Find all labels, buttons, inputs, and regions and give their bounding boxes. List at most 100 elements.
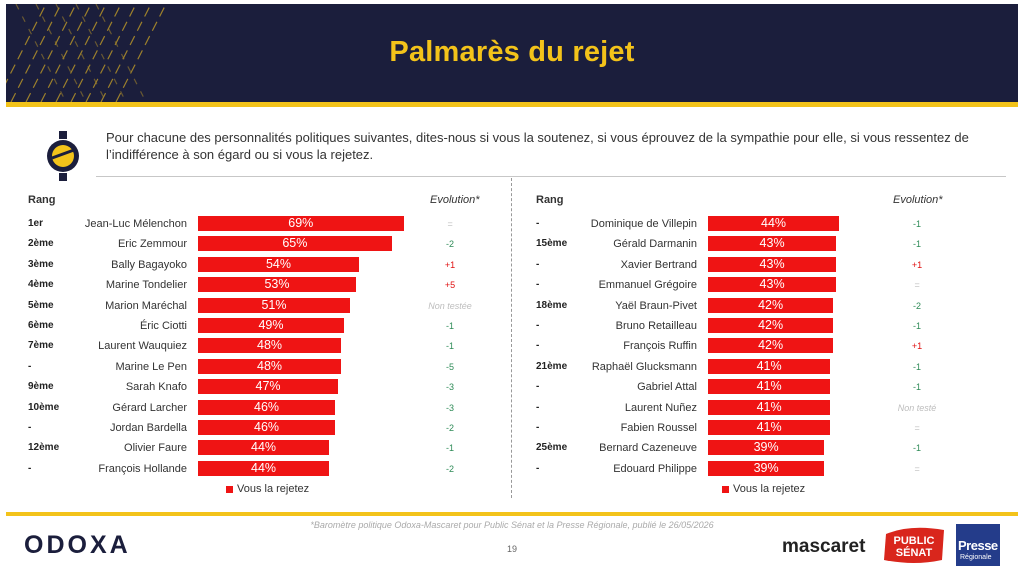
- person-name: Bally Bagayoko: [111, 258, 187, 271]
- evolution-value: =: [447, 219, 453, 229]
- mascaret-logo: mascaret: [782, 536, 866, 557]
- rank-label: -: [536, 258, 540, 270]
- person-name: Bernard Cazeneuve: [599, 442, 697, 455]
- evolution-value: -2: [445, 423, 454, 433]
- person-name: Laurent Nuñez: [624, 401, 697, 414]
- bar-value-label: 42%: [758, 297, 784, 312]
- evolution-value: -2: [445, 463, 454, 474]
- rejection-bar: 48%: [198, 358, 342, 374]
- evolution-value: +1: [911, 341, 923, 352]
- rejection-bar: 42%: [708, 318, 834, 333]
- bar-value-label: 44%: [761, 216, 787, 230]
- rejection-bar: 44%: [708, 216, 840, 231]
- evolution-value: -1: [912, 321, 921, 331]
- rank-label: -: [536, 218, 540, 229]
- odoxa-emblem-icon: [47, 131, 79, 181]
- bar-value-label: 43%: [759, 277, 785, 292]
- presse-regionale-logo: Presse Régionale: [956, 524, 1000, 566]
- bar-value-label: 48%: [257, 338, 283, 353]
- odoxa-logo: ODOXA: [24, 531, 131, 559]
- person-name: Edouard Philippe: [613, 462, 697, 475]
- rank-header-left: Rang: [28, 194, 56, 206]
- bar-value-label: 43%: [759, 236, 785, 251]
- footer-accent-line: [6, 512, 1018, 516]
- evolution-value: -3: [445, 382, 454, 393]
- person-name: Xavier Bertrand: [620, 258, 697, 271]
- rank-label: 2ème: [28, 238, 54, 250]
- evolution-value: Non testé: [897, 402, 937, 413]
- evolution-value: -3: [445, 402, 454, 413]
- rank-label: -: [28, 422, 32, 433]
- evolution-value: -1: [445, 443, 454, 454]
- evolution-value: -1: [912, 239, 921, 250]
- bar-value-label: 44%: [251, 440, 277, 455]
- rejection-bar: 65%: [198, 236, 392, 252]
- person-name: Raphaël Glucksmann: [591, 360, 697, 373]
- rank-label: -: [536, 320, 540, 331]
- page-number: 19: [506, 544, 517, 554]
- evolution-value: Non testée: [428, 300, 472, 311]
- bar-value-label: 42%: [758, 338, 784, 353]
- rank-label: -: [536, 340, 540, 352]
- person-name: Fabien Roussel: [620, 422, 697, 434]
- person-name: Sarah Knafo: [125, 381, 187, 394]
- bar-value-label: 41%: [756, 379, 782, 394]
- header-accent-line: [6, 102, 1018, 107]
- rejection-bar: 43%: [708, 236, 837, 252]
- presse-text: Presse: [958, 538, 998, 553]
- rank-label: -: [536, 279, 540, 291]
- person-name: Yaël Braun-Pivet: [615, 299, 697, 312]
- evolution-header-left: Evolution*: [430, 194, 480, 206]
- legend-swatch: [722, 485, 729, 493]
- legend-right: Vous la rejetez: [722, 483, 805, 495]
- legend-left: Vous la rejetez: [226, 483, 309, 495]
- rank-label: 12ème: [28, 442, 60, 454]
- bar-value-label: 43%: [759, 256, 785, 271]
- bar-value-label: 49%: [258, 318, 284, 332]
- person-name: Emmanuel Grégoire: [598, 279, 697, 292]
- bar-value-label: 41%: [756, 420, 782, 434]
- rejection-bar: 69%: [198, 216, 404, 231]
- rank-label: -: [536, 462, 540, 474]
- rejection-bar: 39%: [708, 460, 825, 476]
- rejection-bar: 54%: [198, 256, 359, 272]
- rejection-bar: 41%: [708, 379, 831, 395]
- bar-value-label: 42%: [758, 318, 784, 332]
- rank-label: 18ème: [536, 299, 568, 311]
- rejection-bar: 47%: [198, 379, 339, 395]
- evolution-value: -5: [445, 361, 454, 372]
- rejection-bar: 46%: [198, 420, 336, 435]
- evolution-value: -2: [912, 300, 921, 311]
- rank-label: 9ème: [28, 381, 54, 393]
- rank-label: -: [536, 381, 540, 393]
- person-name: Bruno Retailleau: [615, 320, 697, 332]
- bar-value-label: 41%: [756, 399, 782, 414]
- person-name: Olivier Faure: [124, 442, 187, 455]
- bar-value-label: 54%: [265, 256, 291, 271]
- person-name: François Ruffin: [623, 340, 697, 353]
- rank-label: -: [28, 462, 32, 474]
- rank-label: -: [536, 401, 540, 413]
- rank-label: 6ème: [28, 320, 54, 331]
- evolution-value: -1: [445, 321, 454, 331]
- evolution-value: +5: [444, 280, 456, 291]
- person-name: Marine Le Pen: [115, 360, 187, 373]
- evolution-value: =: [914, 280, 920, 291]
- public-senat-text-2: SÉNAT: [896, 546, 933, 559]
- evolution-header-right: Evolution*: [893, 194, 943, 206]
- evolution-value: +1: [444, 259, 456, 270]
- rank-label: 5ème: [28, 299, 54, 311]
- person-name: Dominique de Villepin: [590, 218, 697, 230]
- rejection-bar: 46%: [198, 399, 336, 415]
- regionale-text: Régionale: [960, 554, 992, 561]
- legend-label: Vous la rejetez: [237, 483, 310, 495]
- rank-label: 25ème: [536, 442, 568, 454]
- rejection-bar: 48%: [198, 338, 342, 354]
- rank-label: 1er: [28, 218, 44, 229]
- bar-value-label: 47%: [255, 379, 281, 394]
- bar-value-label: 41%: [756, 358, 782, 373]
- person-name: Marine Tondelier: [105, 279, 187, 292]
- bar-value-label: 44%: [251, 460, 277, 475]
- rank-label: 15ème: [536, 238, 568, 250]
- person-name: Gérald Darmanin: [613, 238, 697, 251]
